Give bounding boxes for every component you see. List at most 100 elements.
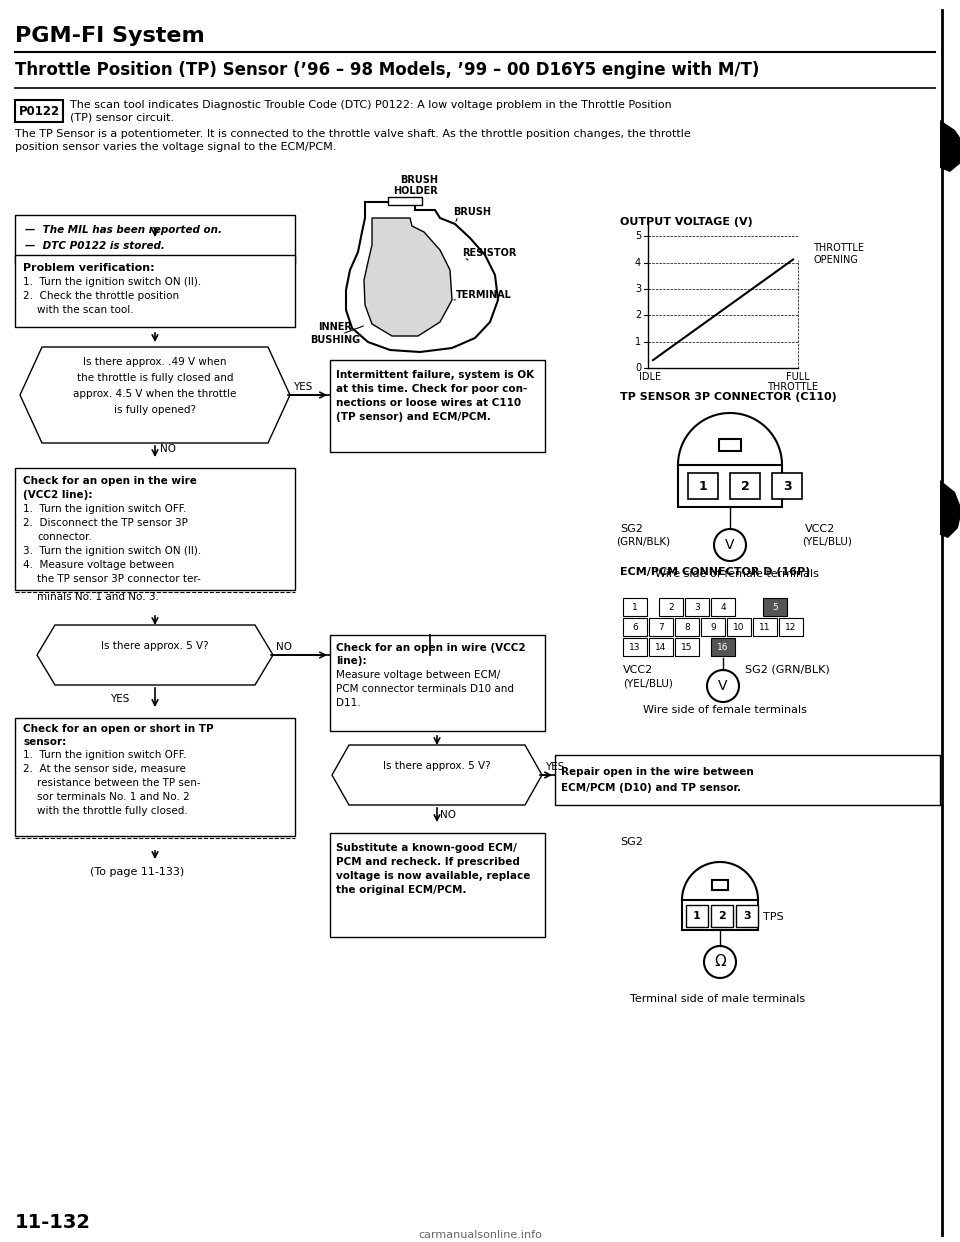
- Text: 2.  Check the throttle position: 2. Check the throttle position: [23, 291, 180, 301]
- Text: ECM/PCM CONNECTOR D (16P): ECM/PCM CONNECTOR D (16P): [620, 568, 810, 578]
- Text: 9: 9: [710, 622, 716, 631]
- Text: sor terminals No. 1 and No. 2: sor terminals No. 1 and No. 2: [37, 792, 190, 802]
- Text: Terminal side of male terminals: Terminal side of male terminals: [630, 994, 805, 1004]
- Text: The TP Sensor is a potentiometer. It is connected to the throttle valve shaft. A: The TP Sensor is a potentiometer. It is …: [15, 129, 691, 139]
- Text: INNER: INNER: [318, 322, 352, 332]
- Circle shape: [707, 669, 739, 702]
- Text: PCM connector terminals D10 and: PCM connector terminals D10 and: [336, 684, 514, 694]
- Text: Check for an open in wire (VCC2: Check for an open in wire (VCC2: [336, 643, 526, 653]
- Text: THROTTLE: THROTTLE: [767, 383, 819, 392]
- Text: (YEL/BLU): (YEL/BLU): [623, 678, 673, 688]
- Bar: [15, 215, 295, 263]
- Bar: [753, 619, 777, 636]
- Text: Is there approx. .49 V when: Is there approx. .49 V when: [84, 356, 227, 366]
- Text: 2.  Disconnect the TP sensor 3P: 2. Disconnect the TP sensor 3P: [23, 518, 188, 528]
- Text: voltage is now available, replace: voltage is now available, replace: [336, 871, 530, 881]
- Text: TERMINAL: TERMINAL: [456, 289, 512, 301]
- Text: 2: 2: [718, 910, 726, 922]
- Text: VCC2: VCC2: [805, 524, 835, 534]
- Text: —  The MIL has been reported on.: — The MIL has been reported on.: [25, 225, 222, 235]
- Bar: [711, 905, 733, 927]
- Bar: [659, 597, 683, 616]
- Text: 2: 2: [635, 310, 641, 320]
- Text: (TP) sensor circuit.: (TP) sensor circuit.: [70, 113, 174, 123]
- Text: Measure voltage between ECM/: Measure voltage between ECM/: [336, 669, 500, 681]
- Text: (YEL/BLU): (YEL/BLU): [802, 537, 852, 546]
- Text: SG2 (GRN/BLK): SG2 (GRN/BLK): [745, 664, 829, 674]
- Text: 15: 15: [682, 642, 693, 652]
- Text: V: V: [718, 679, 728, 693]
- Text: 2: 2: [668, 602, 674, 611]
- Text: 2: 2: [740, 479, 750, 493]
- Text: Intermittent failure, system is OK: Intermittent failure, system is OK: [336, 370, 534, 380]
- Bar: [675, 638, 699, 656]
- Text: Repair open in the wire between: Repair open in the wire between: [561, 768, 754, 777]
- Polygon shape: [346, 202, 498, 351]
- Text: 1: 1: [635, 337, 641, 347]
- Text: Is there approx. 5 V?: Is there approx. 5 V?: [101, 641, 209, 651]
- Text: Check for an open or short in TP: Check for an open or short in TP: [23, 724, 214, 734]
- Bar: [682, 900, 758, 930]
- Bar: [623, 619, 647, 636]
- Text: D11.: D11.: [336, 698, 361, 708]
- Text: V: V: [725, 538, 734, 551]
- Text: ECM/PCM (D10) and TP sensor.: ECM/PCM (D10) and TP sensor.: [561, 782, 741, 792]
- Bar: [623, 597, 647, 616]
- Text: 11: 11: [759, 622, 771, 631]
- Bar: [686, 905, 708, 927]
- Text: —  DTC P0122 is stored.: — DTC P0122 is stored.: [25, 241, 165, 251]
- Bar: [330, 833, 545, 936]
- Text: 1.  Turn the ignition switch OFF.: 1. Turn the ignition switch OFF.: [23, 504, 186, 514]
- Text: Substitute a known-good ECM/: Substitute a known-good ECM/: [336, 843, 516, 853]
- Polygon shape: [20, 347, 290, 443]
- Text: RESISTOR: RESISTOR: [462, 248, 516, 258]
- Bar: [555, 755, 940, 805]
- Text: Problem verification:: Problem verification:: [23, 263, 155, 273]
- Text: connector.: connector.: [37, 532, 92, 542]
- Bar: [711, 638, 735, 656]
- Text: sensor:: sensor:: [23, 737, 66, 746]
- Text: PCM and recheck. If prescribed: PCM and recheck. If prescribed: [336, 857, 520, 867]
- Circle shape: [714, 529, 746, 561]
- Text: 4: 4: [635, 257, 641, 267]
- Text: NO: NO: [276, 642, 292, 652]
- Text: BUSHING: BUSHING: [310, 335, 360, 345]
- Text: 10: 10: [733, 622, 745, 631]
- Bar: [772, 473, 802, 499]
- Text: carmanualsonline.info: carmanualsonline.info: [418, 1230, 542, 1240]
- Text: 4: 4: [720, 602, 726, 611]
- Bar: [388, 197, 422, 205]
- Text: resistance between the TP sen-: resistance between the TP sen-: [37, 777, 201, 787]
- Bar: [649, 619, 673, 636]
- Text: P0122: P0122: [18, 106, 60, 118]
- Text: OUTPUT VOLTAGE (V): OUTPUT VOLTAGE (V): [620, 217, 753, 227]
- Text: 3: 3: [743, 910, 751, 922]
- Bar: [688, 473, 718, 499]
- Bar: [736, 905, 758, 927]
- Text: TP SENSOR 3P CONNECTOR (C110): TP SENSOR 3P CONNECTOR (C110): [620, 392, 837, 402]
- Text: YES: YES: [293, 383, 312, 392]
- Text: BRUSH: BRUSH: [400, 175, 438, 185]
- Bar: [330, 635, 545, 732]
- Polygon shape: [332, 745, 542, 805]
- Text: Is there approx. 5 V?: Is there approx. 5 V?: [383, 761, 491, 771]
- Bar: [730, 473, 760, 499]
- Text: minals No. 1 and No. 3.: minals No. 1 and No. 3.: [37, 592, 158, 602]
- Bar: [711, 597, 735, 616]
- Text: 1: 1: [632, 602, 637, 611]
- Text: 13: 13: [629, 642, 640, 652]
- Text: 4.  Measure voltage between: 4. Measure voltage between: [23, 560, 175, 570]
- Bar: [763, 597, 787, 616]
- Text: YES: YES: [110, 694, 130, 704]
- Text: The scan tool indicates Diagnostic Trouble Code (DTC) P0122: A low voltage probl: The scan tool indicates Diagnostic Troub…: [70, 101, 672, 111]
- Text: BRUSH: BRUSH: [453, 207, 491, 217]
- Bar: [678, 465, 782, 507]
- Bar: [727, 619, 751, 636]
- Bar: [15, 468, 295, 590]
- Text: 2.  At the sensor side, measure: 2. At the sensor side, measure: [23, 764, 186, 774]
- Text: HOLDER: HOLDER: [393, 186, 438, 196]
- Polygon shape: [940, 120, 960, 171]
- Text: line):: line):: [336, 656, 367, 666]
- Text: 3: 3: [635, 284, 641, 294]
- Bar: [15, 255, 295, 327]
